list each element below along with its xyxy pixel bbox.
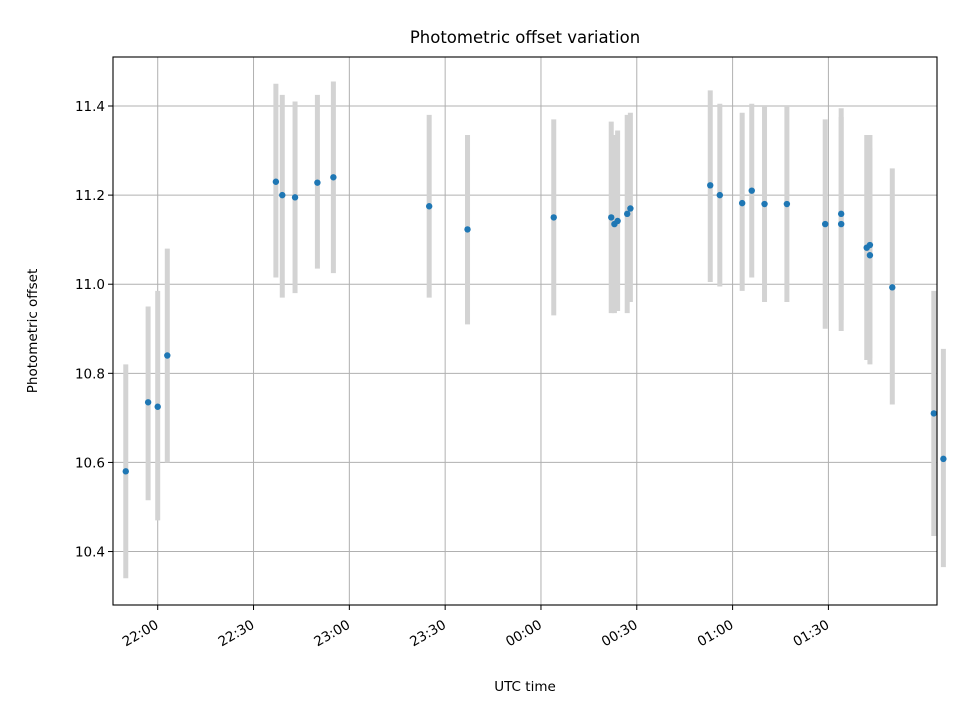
data-point — [837, 220, 845, 228]
plot-frame — [112, 56, 938, 606]
data-point — [889, 284, 896, 291]
data-point — [930, 410, 938, 417]
chart-title: Photometric offset variation — [410, 28, 640, 47]
data-point — [624, 210, 631, 218]
data-point — [330, 174, 337, 181]
data-point — [627, 205, 634, 212]
data-point — [272, 178, 280, 185]
y-tick-label: 10.8 — [75, 366, 105, 382]
data-point — [822, 220, 829, 228]
data-point — [940, 455, 947, 463]
data-points — [122, 174, 947, 475]
data-point — [122, 468, 129, 475]
data-point — [738, 199, 746, 207]
data-point — [154, 403, 161, 410]
data-point — [550, 214, 557, 221]
data-point — [761, 200, 768, 208]
data-point — [783, 200, 791, 208]
y-tick-label: 11.2 — [75, 188, 105, 204]
y-axis-ticks: 10.4 10.6 10.8 11.0 11.2 11.4 — [75, 99, 113, 561]
data-point — [164, 352, 171, 359]
y-axis-label: Photometric offset — [25, 269, 41, 393]
data-point — [608, 214, 615, 221]
x-axis-label: UTC time — [494, 679, 556, 695]
data-point — [707, 182, 714, 189]
y-tick-label: 10.6 — [75, 455, 105, 471]
data-point — [866, 252, 874, 259]
y-tick-label: 11.4 — [75, 99, 105, 115]
data-point — [279, 191, 286, 199]
data-point — [425, 203, 433, 210]
data-point — [614, 217, 621, 225]
data-point — [748, 187, 755, 194]
y-tick-label: 11.0 — [75, 277, 105, 293]
data-point — [866, 241, 874, 249]
data-point — [464, 226, 471, 233]
y-tick-label: 10.4 — [75, 545, 105, 561]
data-point — [314, 179, 321, 186]
data-point — [291, 194, 299, 201]
data-point — [144, 399, 152, 406]
data-point — [837, 210, 845, 218]
data-point — [716, 191, 724, 199]
grid — [113, 57, 937, 605]
